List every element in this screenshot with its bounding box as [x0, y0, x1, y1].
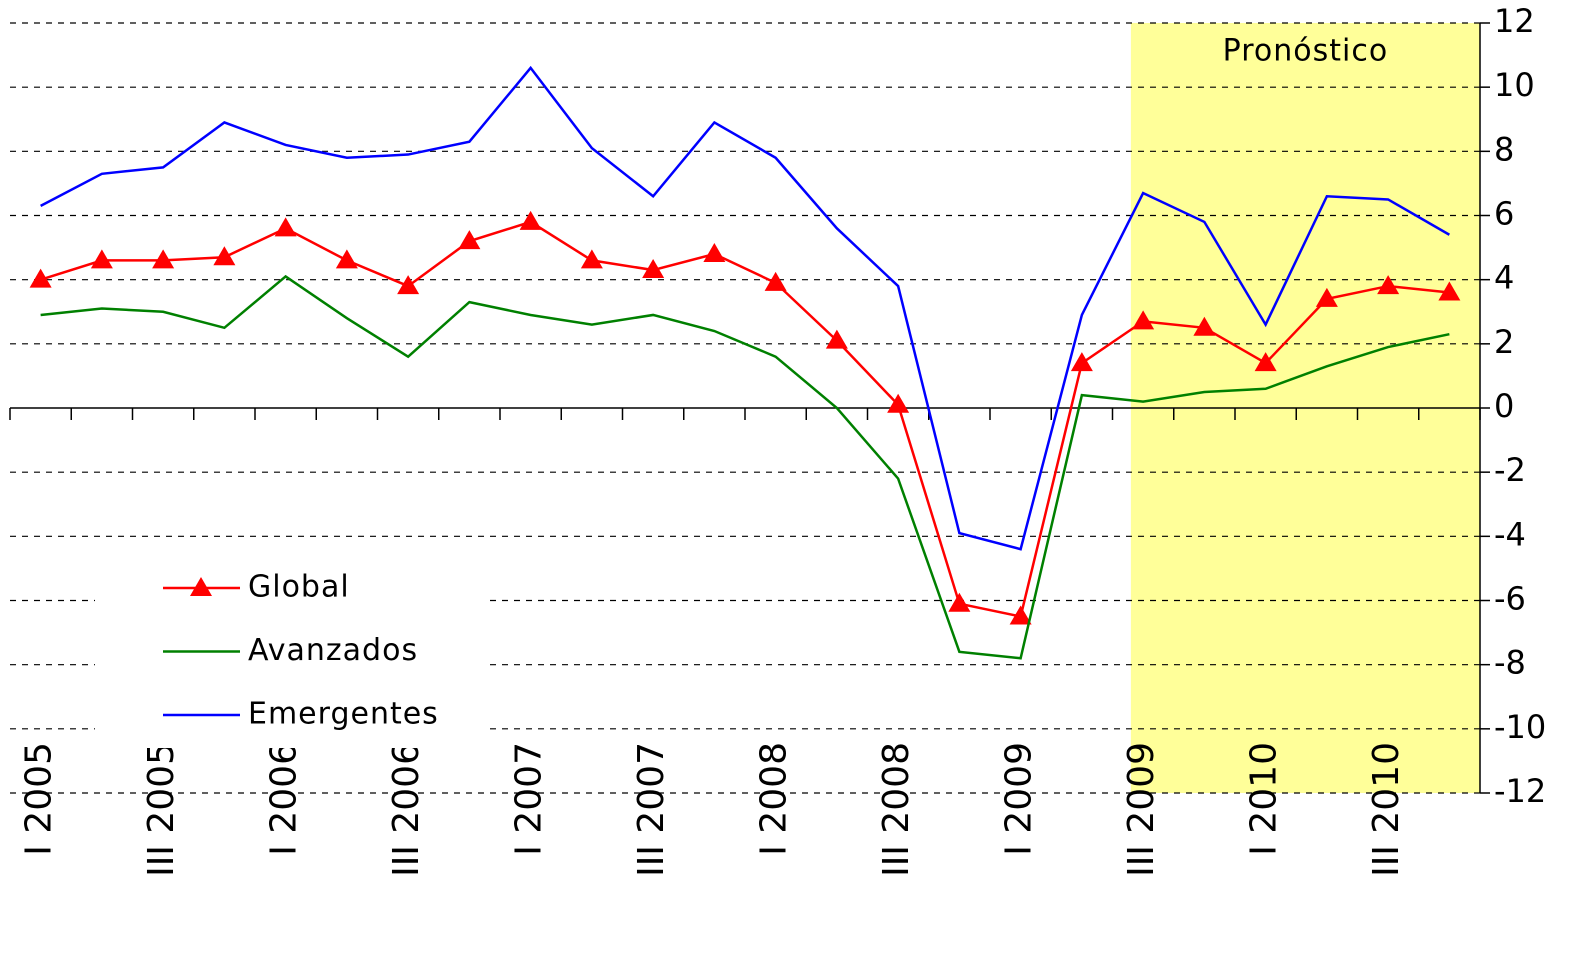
marker	[152, 249, 175, 269]
y-tick-label: -4	[1494, 515, 1526, 553]
annotation: Pronóstico	[1223, 34, 1389, 69]
marker	[519, 210, 542, 230]
legend-label: Emergentes	[248, 697, 439, 732]
y-tick-label: 4	[1494, 259, 1514, 297]
marker	[274, 217, 297, 237]
x-tick-label: I 2007	[509, 742, 550, 856]
x-tick-label: I 2009	[999, 742, 1040, 856]
marker	[887, 393, 910, 413]
marker	[1132, 310, 1155, 330]
marker	[580, 249, 603, 269]
y-tick-label: 6	[1494, 195, 1514, 233]
marker	[1193, 316, 1216, 336]
marker	[764, 271, 787, 291]
marker	[1377, 275, 1400, 295]
y-tick-label: 12	[1494, 2, 1535, 40]
marker	[1438, 281, 1461, 301]
legend-box	[95, 562, 487, 748]
marker	[1009, 605, 1032, 625]
x-tick-label: I 2005	[19, 742, 60, 856]
x-tick-label: III 2010	[1366, 742, 1407, 877]
x-tick-label: III 2009	[1121, 742, 1162, 877]
series-line	[40, 65, 1451, 551]
x-tick-label: III 2007	[631, 742, 672, 877]
y-tick-label: 10	[1494, 66, 1535, 104]
x-tick-label: III 2005	[141, 742, 182, 877]
marker	[29, 268, 52, 288]
marker	[642, 259, 665, 279]
y-tick-label: 0	[1494, 387, 1514, 425]
x-tick-label: III 2008	[876, 742, 917, 877]
marker	[1315, 287, 1338, 307]
marker	[90, 249, 113, 269]
y-tick-label: -8	[1494, 644, 1526, 682]
legend-marker	[190, 577, 212, 596]
series-line	[40, 274, 1450, 660]
marker	[948, 592, 971, 612]
marker	[1254, 352, 1277, 372]
marker	[397, 275, 420, 295]
marker	[825, 329, 848, 349]
y-tick-label: 2	[1494, 323, 1514, 361]
x-tick-label: I 2010	[1244, 742, 1285, 856]
y-tick-label: -2	[1494, 451, 1526, 489]
series-line	[40, 220, 1450, 619]
marker	[458, 230, 481, 250]
x-tick-label: I 2006	[264, 742, 305, 856]
y-tick-label: -10	[1494, 708, 1546, 746]
marker	[703, 243, 726, 262]
y-tick-label: -12	[1494, 772, 1546, 810]
x-tick-label: I 2008	[754, 742, 795, 856]
x-tick-label: III 2006	[386, 742, 427, 877]
marker	[213, 246, 236, 266]
legend-label: Global	[248, 570, 350, 605]
y-tick-label: -6	[1494, 580, 1526, 618]
marker	[335, 249, 358, 269]
y-tick-label: 8	[1494, 130, 1514, 168]
marker	[1070, 352, 1093, 372]
legend-label: Avanzados	[248, 633, 418, 668]
